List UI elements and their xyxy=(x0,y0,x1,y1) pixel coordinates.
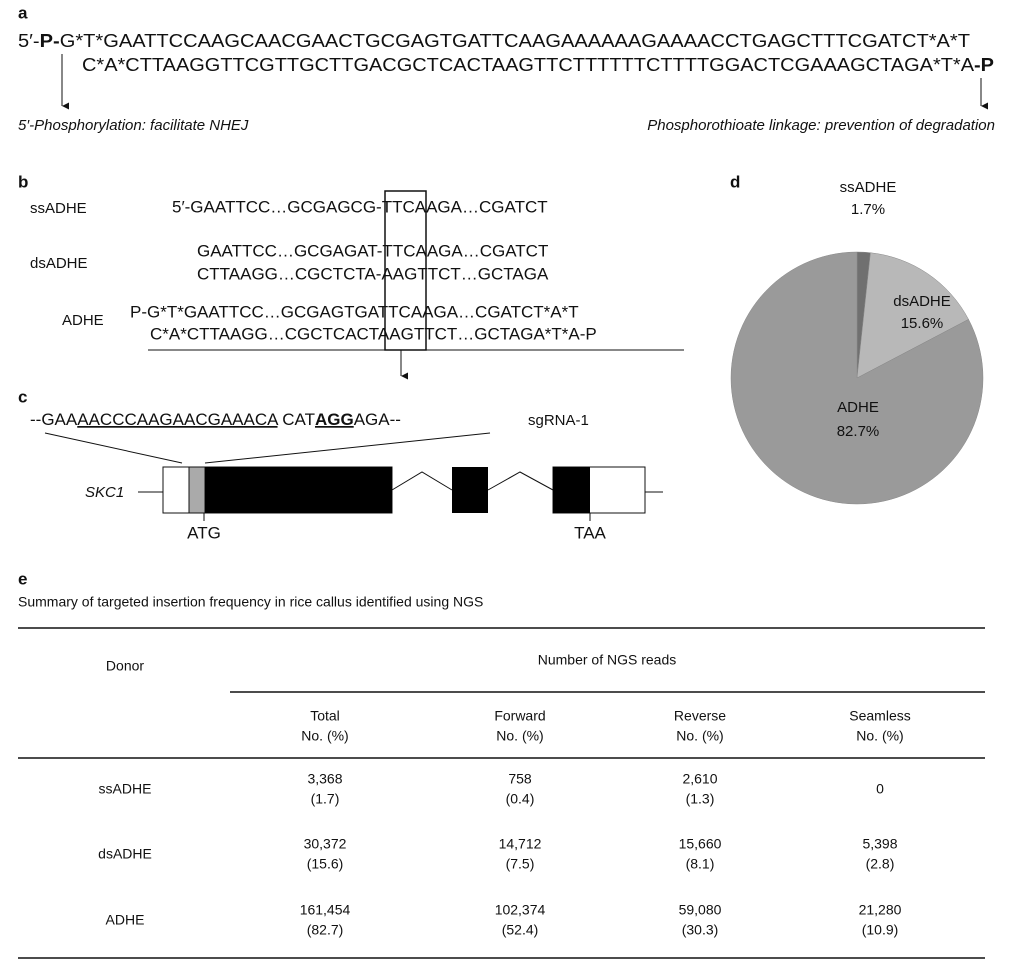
slice-value: 15.6% xyxy=(901,315,944,332)
strand: P-G*T*GAATTCC…GCGAGTGATTCAAGA…CGATCT*A*T xyxy=(130,302,579,321)
table-cell: (8.1) xyxy=(686,856,715,872)
panel-label: a xyxy=(18,3,28,22)
table-cell: 3,368 xyxy=(307,771,342,787)
table-cell: 21,280 xyxy=(859,902,902,918)
guide-label: sgRNA-1 xyxy=(528,412,589,429)
top-strand: 5′- P- G*T*GAATTCCAAGCAACGAACTGCGAGTGATTCA… xyxy=(18,31,970,51)
utr-mark xyxy=(188,466,206,514)
gene-name: SKC1 xyxy=(85,484,124,501)
donor-cell: dsADHE xyxy=(98,846,152,862)
zoom-line xyxy=(44,432,183,464)
table-cell: (52.4) xyxy=(502,922,539,938)
panel-label: c xyxy=(18,387,27,406)
column-header: No. (%) xyxy=(496,728,543,744)
donor-cell: ADHE xyxy=(106,912,145,928)
seq-part: -P xyxy=(974,55,994,75)
table-cell: 758 xyxy=(508,771,532,787)
seq-part: C*A*CTTAAGGTTCGTTGCTTGACGCTCACTAAGTTCTTT… xyxy=(82,55,974,75)
pie-slice xyxy=(856,252,969,379)
column-header: Total xyxy=(310,708,340,724)
donor-label: ADHE xyxy=(62,312,104,329)
slice-label: dsADHE xyxy=(893,293,951,310)
zoom-line xyxy=(204,432,491,464)
column-header: Reverse xyxy=(674,708,726,724)
pie-slice xyxy=(730,251,984,505)
protospacer: AACCCAAGAACGAAACA xyxy=(77,410,279,429)
annotation: Phosphorothioate linkage: prevention of … xyxy=(647,117,995,134)
table-cell: (2.8) xyxy=(866,856,895,872)
table: Total No. (%) Forward No. (%) Reverse No. (%)… xyxy=(98,708,911,938)
table-cell: 14,712 xyxy=(499,836,542,852)
seq-part: --GAA xyxy=(30,410,78,429)
codon-label: TAA xyxy=(574,523,606,542)
coding-exon xyxy=(553,467,590,513)
table-cell: 0 xyxy=(876,781,884,797)
panel-label: d xyxy=(730,172,740,191)
coding-exon xyxy=(452,467,488,513)
seq-part: 5′- xyxy=(18,31,40,51)
donor-label: dsADHE xyxy=(30,255,88,272)
table-cell: (0.4) xyxy=(506,791,535,807)
pam: AGG xyxy=(315,410,354,429)
seq-part: AGA-- xyxy=(354,410,401,429)
donor-cell: ssADHE xyxy=(99,781,152,797)
target-sequence: --GAAAACCCAAGAACGAAACA CATAGGAGA-- xyxy=(30,410,401,429)
slice-label: ADHE xyxy=(837,399,879,416)
table-cell: 2,610 xyxy=(682,771,717,787)
donor-label: ssADHE xyxy=(30,200,87,217)
table-cell: (82.7) xyxy=(307,922,344,938)
seq-part: G*T*GAATTCCAAGCAACGAACTGCGAGTGATTCAAGAAA… xyxy=(60,31,970,51)
strand: CTTAAGG…CGCTCTA-AAGTTCT…GCTAGA xyxy=(197,264,549,283)
panel-label: e xyxy=(18,569,27,588)
intron xyxy=(391,471,453,491)
table-cell: 161,454 xyxy=(300,902,351,918)
table-cell: 30,372 xyxy=(304,836,347,852)
table-caption: Summary of targeted insertion frequency … xyxy=(18,594,483,610)
strand: GAATTCC…GCGAGAT-TTCAAGA…CGATCT xyxy=(197,241,548,260)
annotation: 5′-Phosphorylation: facilitate NHEJ xyxy=(18,117,249,134)
table-cell: 102,374 xyxy=(495,902,546,918)
seq-part: P- xyxy=(40,31,60,51)
table-cell: 5,398 xyxy=(862,836,897,852)
coding-exon xyxy=(205,467,392,513)
table-cell: (7.5) xyxy=(506,856,535,872)
table-cell: 59,080 xyxy=(679,902,722,918)
seq-part: CAT xyxy=(278,410,315,429)
table-cell: (1.7) xyxy=(311,791,340,807)
table-cell: (30.3) xyxy=(682,922,719,938)
table-cell: 15,660 xyxy=(679,836,722,852)
column-header: No. (%) xyxy=(676,728,723,744)
strand: C*A*CTTAAGG…CGCTCACTAAGTTCT…GCTAGA*T*A-P xyxy=(150,324,597,343)
strand: 5′-GAATTCC…GCGAGCG-TTCAAGA…CGATCT xyxy=(172,197,548,216)
slice-value: 1.7% xyxy=(851,201,885,218)
row-header: Donor xyxy=(106,658,144,674)
table-cell: (1.3) xyxy=(686,791,715,807)
table-cell: (10.9) xyxy=(862,922,899,938)
table-cell: (15.6) xyxy=(307,856,344,872)
column-header: Forward xyxy=(494,708,545,724)
pie-chart: ssADHE 1.7% dsADHE 15.6% ADHE 82.7% xyxy=(730,179,984,505)
slice-value: 82.7% xyxy=(837,423,880,440)
column-header: Seamless xyxy=(849,708,910,724)
bottom-strand: C*A*CTTAAGGTTCGTTGCTTGACGCTCACTAAGTTCTTT… xyxy=(82,55,994,75)
codon-label: ATG xyxy=(187,523,221,542)
slice-label: ssADHE xyxy=(840,179,897,196)
column-header: No. (%) xyxy=(856,728,903,744)
group-header: Number of NGS reads xyxy=(538,652,677,668)
column-header: No. (%) xyxy=(301,728,348,744)
insertion-box xyxy=(384,190,427,351)
intron xyxy=(487,471,554,491)
panel-label: b xyxy=(18,172,28,191)
